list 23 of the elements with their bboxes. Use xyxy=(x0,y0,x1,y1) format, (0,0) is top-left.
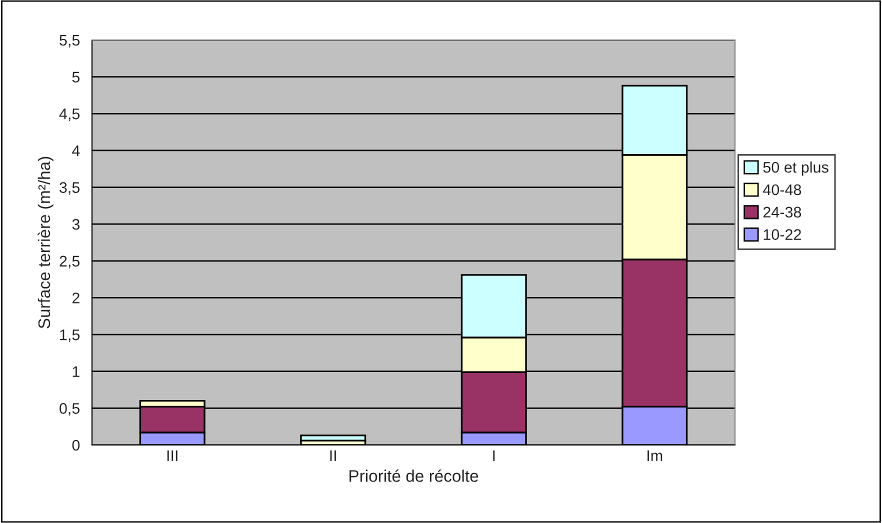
y-tick-label: 1 xyxy=(72,366,80,377)
y-tick-label: 2,5 xyxy=(60,256,80,268)
legend-label: 50 et plus xyxy=(763,162,828,176)
x-tick-label: I xyxy=(493,450,495,461)
legend-label: 10-22 xyxy=(764,229,801,240)
x-tick-label: III xyxy=(167,450,178,461)
y-tick-label: 5 xyxy=(72,72,80,83)
legend-label: 40-48 xyxy=(763,184,802,196)
y-tick-label: 4 xyxy=(72,145,80,156)
y-tick-label: 3,5 xyxy=(60,182,80,195)
y-tick-label: 3 xyxy=(72,218,80,230)
y-tick-label: 2 xyxy=(72,292,80,304)
x-tick-label: II xyxy=(330,450,336,461)
y-tick-label: 4,5 xyxy=(59,108,80,122)
y-tick-label: 1,5 xyxy=(60,330,80,342)
legend-label: 24-38 xyxy=(763,206,802,218)
x-axis-title: Priorité de récolte xyxy=(350,469,478,482)
y-tick-label: 5,5 xyxy=(60,35,80,48)
y-tick-label: 0 xyxy=(72,440,80,451)
y-tick-label: 0,5 xyxy=(60,403,80,416)
x-tick-label: Im xyxy=(648,450,662,461)
bar xyxy=(300,434,366,442)
y-axis-title: Surface terrière (m²/ha) xyxy=(38,156,54,328)
